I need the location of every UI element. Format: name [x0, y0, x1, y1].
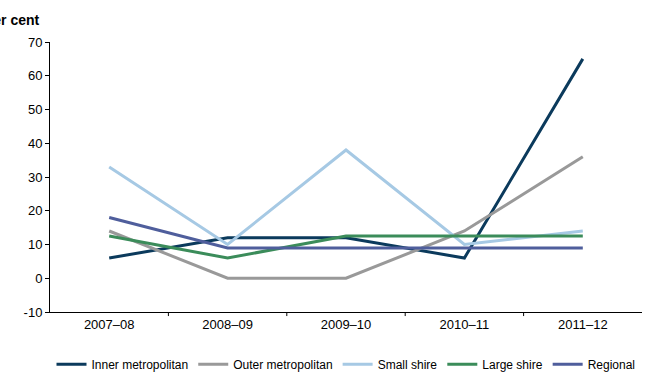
svg-text:2007–08: 2007–08 — [84, 317, 135, 332]
svg-text:-10: -10 — [24, 305, 43, 320]
svg-text:Per cent: Per cent — [0, 12, 40, 28]
svg-text:10: 10 — [28, 237, 42, 252]
svg-text:50: 50 — [28, 102, 42, 117]
svg-text:0: 0 — [35, 271, 42, 286]
svg-text:2008–09: 2008–09 — [202, 317, 253, 332]
svg-text:Outer metropolitan: Outer metropolitan — [233, 358, 332, 372]
svg-text:60: 60 — [28, 68, 42, 83]
svg-text:2011–12: 2011–12 — [558, 317, 608, 332]
svg-text:70: 70 — [28, 35, 42, 50]
svg-text:2010–11: 2010–11 — [440, 317, 490, 332]
svg-text:40: 40 — [28, 136, 42, 151]
svg-text:Small shire: Small shire — [378, 358, 438, 372]
svg-text:Inner metropolitan: Inner metropolitan — [92, 358, 189, 372]
svg-text:Large shire: Large shire — [482, 358, 542, 372]
svg-text:30: 30 — [28, 170, 42, 185]
svg-text:2009–10: 2009–10 — [321, 317, 372, 332]
svg-text:Regional: Regional — [588, 358, 635, 372]
svg-text:20: 20 — [28, 203, 42, 218]
